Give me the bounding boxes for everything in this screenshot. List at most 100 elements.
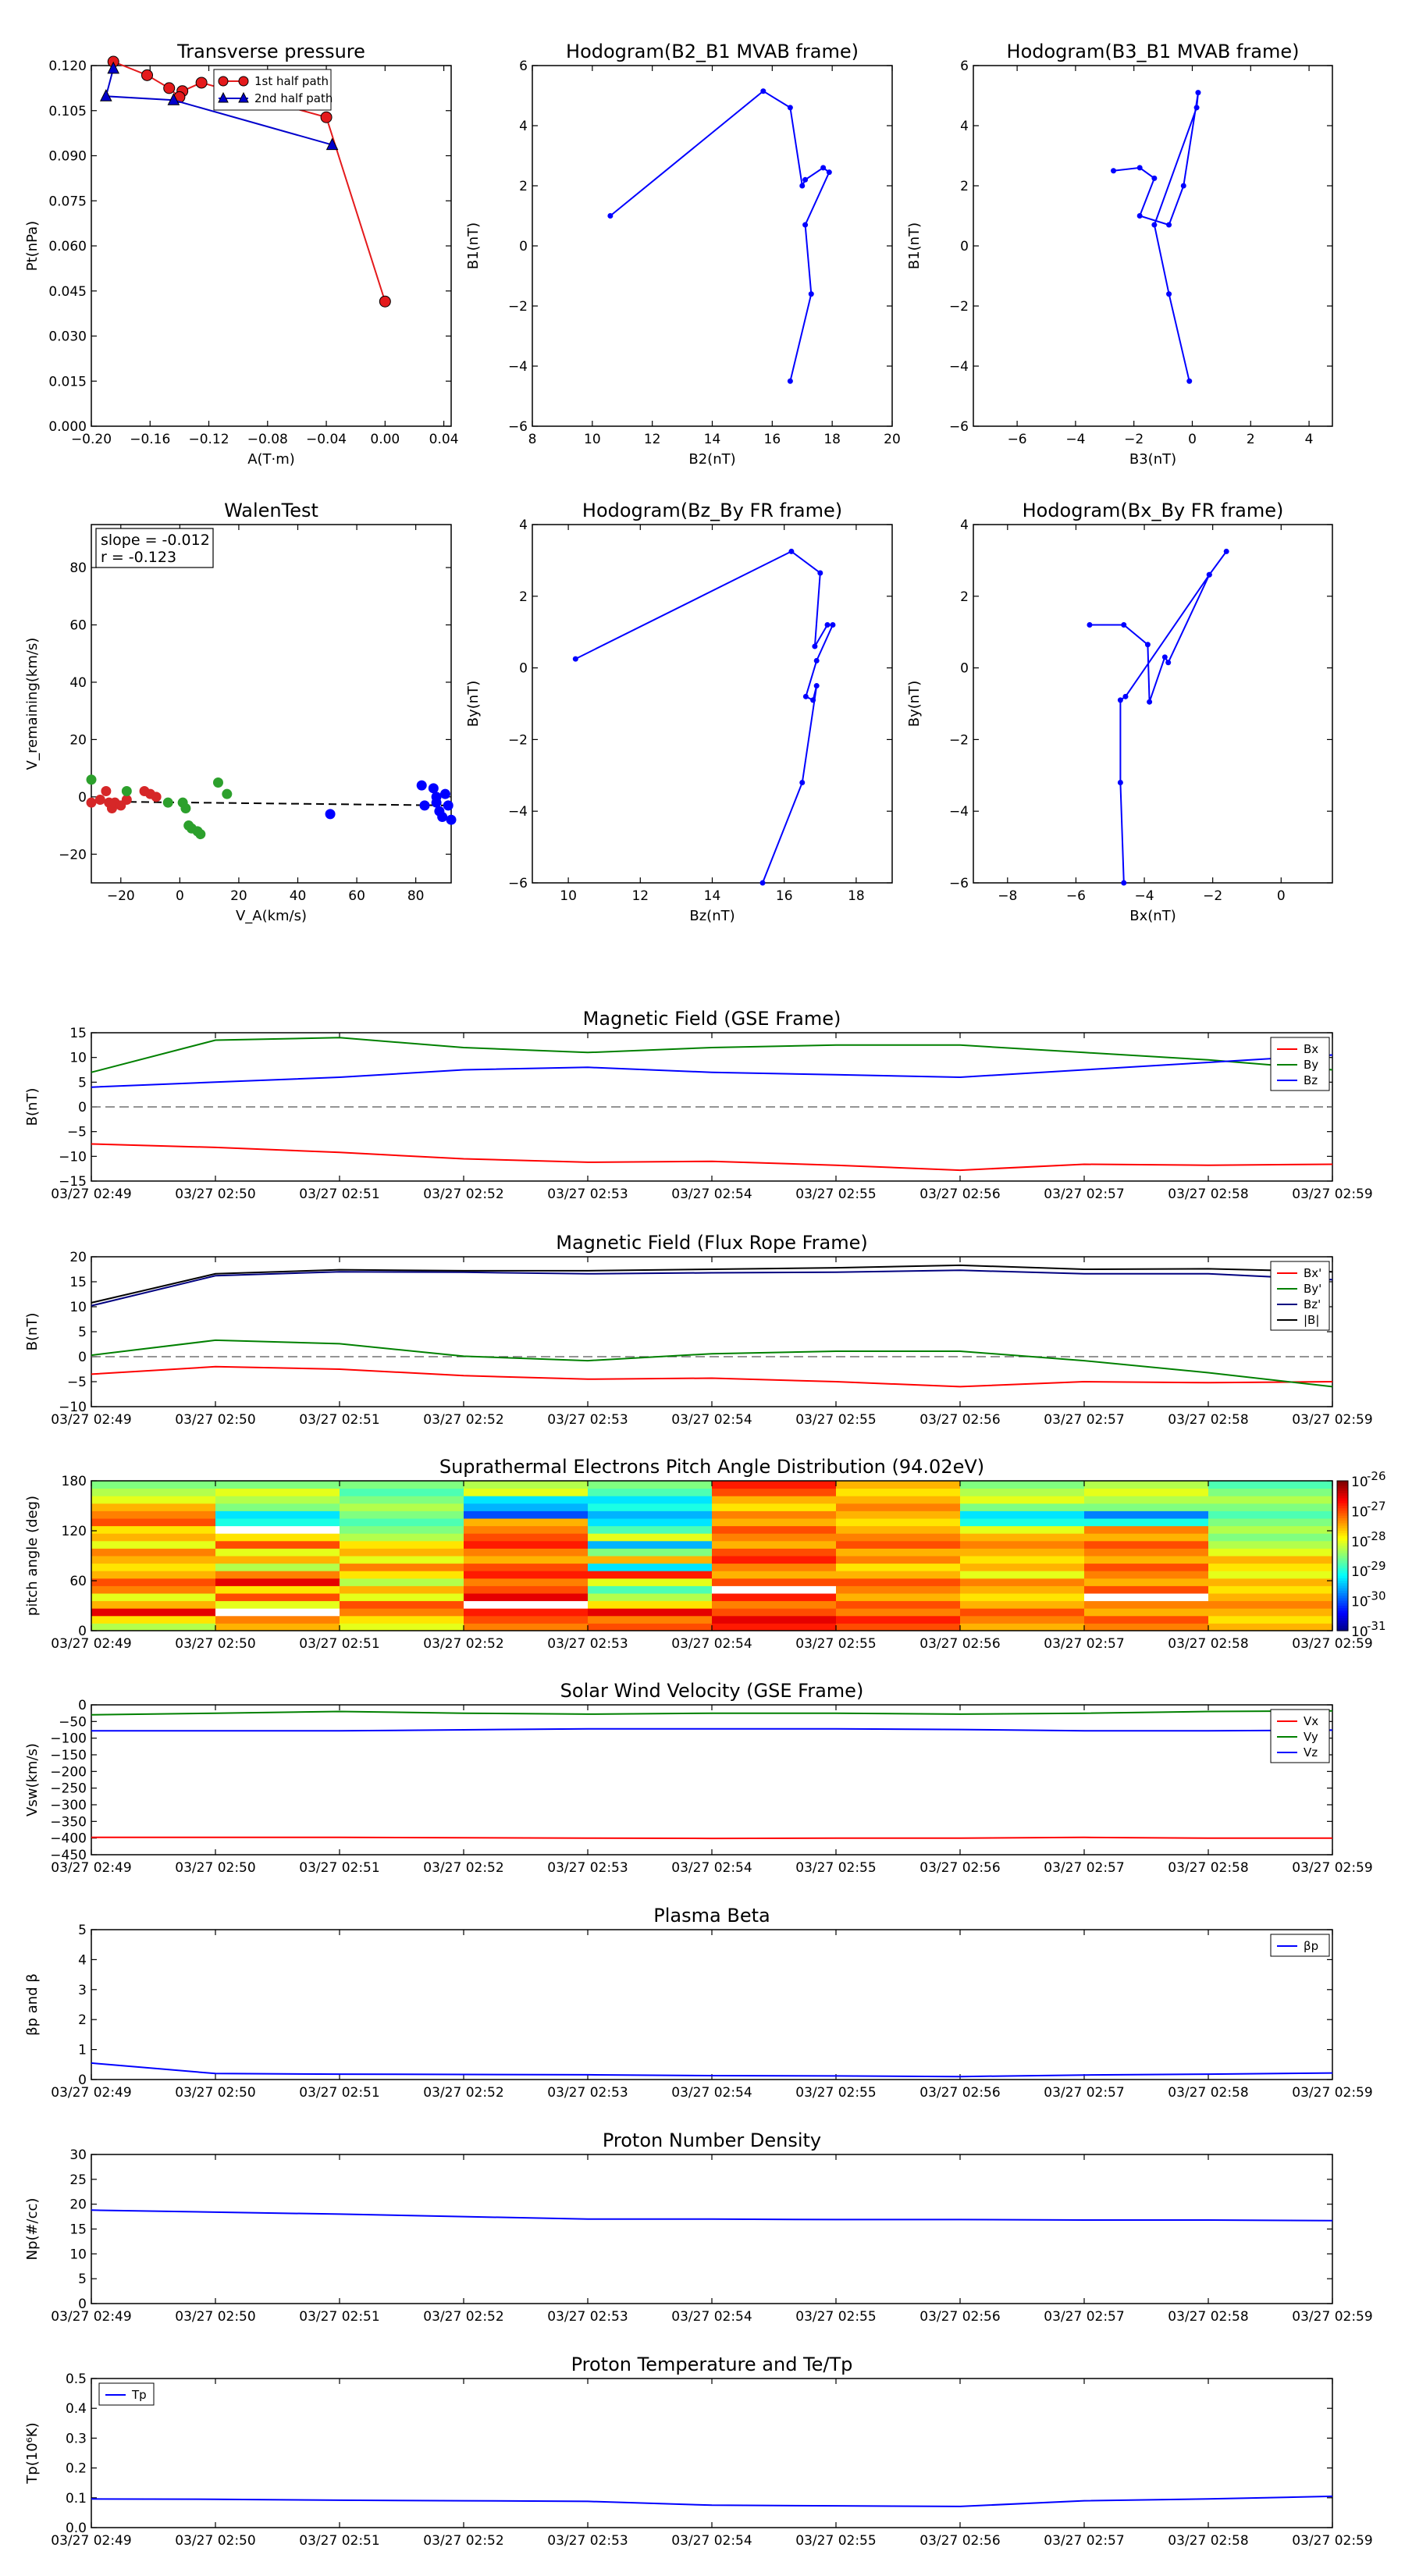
heatmap-cell xyxy=(340,1556,464,1564)
data-point xyxy=(428,783,439,794)
heatmap-cell xyxy=(91,1488,216,1496)
data-point xyxy=(1136,165,1143,171)
colorbar-tick-base: 10 xyxy=(1351,1624,1368,1640)
colorbar-tick-base: 10 xyxy=(1351,1564,1368,1580)
y-tick-label: 6 xyxy=(960,59,969,74)
heatmap-cell xyxy=(1208,1585,1333,1594)
x-tick-label: 18 xyxy=(848,888,865,904)
heatmap-cell xyxy=(91,1556,216,1564)
x-tick-label: 03/27 02:49 xyxy=(51,1636,131,1652)
chart-title: Transverse pressure xyxy=(176,41,365,62)
heatmap-cell xyxy=(91,1600,216,1609)
data-point xyxy=(195,76,208,89)
colorbar-segment xyxy=(1337,1615,1348,1619)
colorbar-tick-exponent: -31 xyxy=(1367,1619,1386,1633)
heatmap-cell xyxy=(712,1525,837,1534)
heatmap-cell xyxy=(712,1623,837,1631)
y-tick-label: 5 xyxy=(78,1923,87,1938)
y-tick-label: −4 xyxy=(508,359,528,375)
walen-test-panel: WalenTest V_A(km/s) V_remaining(km/s) −20 0 2… xyxy=(24,500,457,924)
heatmap-cell xyxy=(1084,1556,1209,1564)
colorbar-segment xyxy=(1337,1590,1348,1594)
x-tick-label: 03/27 02:55 xyxy=(795,1636,876,1652)
x-tick-label: 03/27 02:58 xyxy=(1168,2309,1248,2325)
heatmap-cell xyxy=(1084,1525,1209,1534)
x-tick-label: 0.04 xyxy=(429,432,459,447)
heatmap-cell xyxy=(91,1585,216,1594)
heatmap-cell xyxy=(836,1481,961,1489)
y-tick-label: 2 xyxy=(519,179,528,194)
data-point xyxy=(439,788,450,799)
y-tick-label: 0.075 xyxy=(48,194,87,209)
colorbar-segment xyxy=(1337,1625,1348,1629)
y-tick-label: −50 xyxy=(59,1714,87,1730)
y-axis-label: Tp(10⁶K) xyxy=(24,2422,41,2484)
heatmap-cell xyxy=(588,1548,713,1557)
data-point xyxy=(121,785,132,796)
y-tick-label: 0.5 xyxy=(66,2371,87,2387)
heatmap-cell xyxy=(340,1623,464,1631)
x-tick-label: −2 xyxy=(1203,888,1222,904)
y-tick-label: 0.090 xyxy=(48,149,87,165)
y-axis-label: V_remaining(km/s) xyxy=(24,638,41,770)
heatmap-cell xyxy=(712,1503,837,1511)
x-tick-label: 16 xyxy=(764,432,781,447)
data-point xyxy=(325,137,339,151)
y-tick-label: −2 xyxy=(508,732,528,748)
series-line xyxy=(91,1710,1333,1716)
x-tick-label: 03/27 02:53 xyxy=(547,1412,628,1428)
x-tick-label: 03/27 02:56 xyxy=(919,1636,1000,1652)
colorbar-segment xyxy=(1337,1548,1348,1552)
data-point xyxy=(1144,642,1151,648)
y-tick-label: 5 xyxy=(78,1075,87,1091)
heatmap-cell xyxy=(464,1503,589,1511)
colorbar-segment xyxy=(1337,1585,1348,1589)
magnetic-field-fr-panel: Magnetic Field (Flux Rope Frame) B(nT) −10… xyxy=(24,1232,1373,1428)
y-tick-label: −150 xyxy=(50,1748,87,1763)
y-tick-label: −6 xyxy=(949,419,969,435)
y-tick-label: 0 xyxy=(78,1350,87,1365)
x-tick-label: 03/27 02:59 xyxy=(1292,1636,1372,1652)
data-point xyxy=(1193,105,1200,111)
heatmap-cell xyxy=(340,1540,464,1549)
heatmap-cell xyxy=(960,1578,1085,1586)
colorbar-segment xyxy=(1337,1553,1348,1557)
y-tick-label: 4 xyxy=(519,119,528,134)
data-point xyxy=(802,693,809,699)
x-tick-label: −0.08 xyxy=(247,432,288,447)
series-line xyxy=(91,1264,1333,1304)
x-tick-label: 10 xyxy=(584,432,601,447)
y-tick-label: −4 xyxy=(508,804,528,820)
chart-title: Proton Temperature and Te/Tp xyxy=(571,2354,853,2375)
y-tick-label: 20 xyxy=(69,2197,87,2213)
heatmap-cell xyxy=(464,1585,589,1594)
x-tick-label: 0 xyxy=(1277,888,1286,904)
colorbar-segment xyxy=(1337,1573,1348,1577)
data-point xyxy=(195,829,206,840)
x-tick-label: 03/27 02:59 xyxy=(1292,1412,1372,1428)
heatmap-cell xyxy=(1208,1525,1333,1534)
y-tick-label: −5 xyxy=(67,1125,87,1140)
heatmap-cell xyxy=(464,1608,589,1617)
heatmap-cell xyxy=(836,1608,961,1617)
x-tick-label: 16 xyxy=(776,888,793,904)
heatmap-cell xyxy=(91,1571,216,1579)
data-point xyxy=(419,800,430,811)
series-line xyxy=(91,2209,1333,2222)
colorbar-segment xyxy=(1337,1535,1348,1539)
heatmap-cell xyxy=(588,1556,713,1564)
legend-label: Bx xyxy=(1304,1042,1318,1056)
solar-wind-velocity-panel: Solar Wind Velocity (GSE Frame) Vsw(km/s)… xyxy=(24,1680,1373,1876)
data-point xyxy=(416,780,427,791)
heatmap-cell xyxy=(1084,1510,1209,1519)
y-tick-label: 10 xyxy=(69,1051,87,1066)
x-tick-label: 03/27 02:51 xyxy=(299,1412,379,1428)
legend-marker xyxy=(218,76,229,87)
y-tick-label: 0.060 xyxy=(48,239,87,254)
y-tick-label: −350 xyxy=(50,1814,87,1830)
x-tick-label: 03/27 02:56 xyxy=(919,2309,1000,2325)
data-point xyxy=(1136,213,1143,219)
y-tick-label: −6 xyxy=(508,876,528,891)
x-tick-label: 03/27 02:51 xyxy=(299,1860,379,1876)
heatmap-cell xyxy=(960,1488,1085,1496)
